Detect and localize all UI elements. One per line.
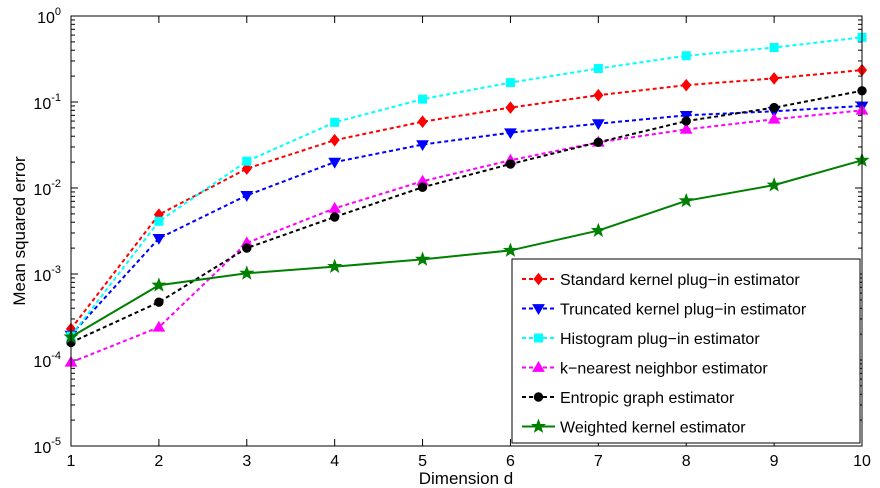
x-tick-label: 9 (770, 453, 779, 470)
x-tick-labels: 1 2 3 4 5 6 7 8 9 10 (67, 453, 871, 470)
legend-marker (532, 361, 545, 372)
y-tick-label: 10-1 (33, 92, 61, 113)
legend-item: Standard kernel plug−in estimator (522, 272, 800, 289)
x-tick-label: 10 (853, 453, 871, 470)
y-tick-label: 10-4 (33, 350, 61, 371)
data-point (505, 159, 516, 169)
legend-label: Truncated kernel plug−in estimator (560, 302, 807, 319)
data-point (151, 277, 167, 292)
data-point (417, 115, 428, 129)
data-point (154, 297, 164, 307)
y-tick-label: 10-2 (33, 178, 61, 199)
x-tick-label: 8 (682, 453, 691, 470)
x-tick-label: 1 (67, 453, 76, 470)
legend-label: Standard kernel plug−in estimator (560, 272, 800, 289)
data-point (505, 78, 515, 88)
series-line (70, 109, 863, 364)
data-point (328, 201, 342, 213)
data-point (769, 102, 779, 113)
data-point (242, 156, 252, 166)
x-axis-title: Dimension d (419, 469, 514, 488)
x-tick-label: 4 (330, 453, 339, 470)
legend-marker (530, 418, 547, 433)
y-tick-label: 100 (37, 6, 61, 27)
data-point (502, 242, 519, 257)
y-axis-title: Mean squared error (10, 156, 29, 306)
data-point (328, 157, 342, 169)
data-point (593, 137, 604, 147)
data-point (240, 191, 254, 202)
data-point (679, 110, 693, 122)
y-tick-label: 10-5 (33, 436, 61, 457)
data-point (329, 212, 340, 222)
series-line (70, 159, 863, 338)
series-line (70, 104, 863, 336)
legend-item: Truncated kernel plug−in estimator (522, 302, 807, 319)
data-point (242, 243, 252, 253)
legend-label: Entropic graph estimator (560, 390, 735, 407)
legend-item: Entropic graph estimator (522, 390, 735, 407)
x-tick-label: 7 (594, 453, 603, 470)
legend-marker (533, 392, 544, 402)
data-point (418, 94, 428, 104)
data-point (593, 64, 603, 74)
data-point (154, 216, 164, 226)
x-tick-label: 5 (418, 453, 427, 470)
legend-box (511, 258, 861, 444)
data-point (241, 162, 252, 175)
series-line (70, 89, 863, 344)
data-point (681, 51, 691, 61)
data-point (152, 320, 166, 332)
data-point (239, 265, 255, 280)
y-tick-labels: 10-5 10-4 10-3 10-2 10-1 100 (33, 6, 61, 457)
data-point (769, 43, 779, 53)
legend-marker (533, 272, 544, 286)
x-tick-label: 2 (154, 453, 163, 470)
data-point (681, 116, 691, 126)
data-point (504, 128, 517, 140)
plot-frame (70, 15, 863, 447)
data-point (327, 258, 343, 274)
series-line (70, 36, 863, 337)
legend: Standard kernel plug−in estimator Truncat… (511, 258, 861, 444)
data-point (678, 192, 694, 208)
legend-item: Histogram plug−in estimator (522, 331, 760, 348)
data-point (590, 222, 606, 237)
data-point (679, 122, 693, 134)
data-point (329, 133, 340, 147)
legend-label: k−nearest neighbor estimator (560, 361, 768, 378)
data-point (769, 72, 780, 85)
series-5 (66, 86, 867, 348)
legend-marker (534, 333, 543, 343)
series-line (70, 69, 863, 330)
y-tick-label: 10-3 (33, 264, 61, 285)
legend-marker (532, 304, 545, 315)
data-point (330, 117, 340, 127)
data-point (416, 140, 429, 152)
data-point (591, 119, 605, 131)
data-point (767, 112, 781, 124)
x-tick-label: 3 (242, 453, 251, 470)
legend-item: k−nearest neighbor estimator (522, 361, 768, 378)
legend-label: Weighted kernel estimator (560, 420, 746, 437)
data-point (417, 182, 428, 192)
data-point (593, 88, 604, 102)
data-point (681, 78, 692, 92)
legend-label: Histogram plug−in estimator (560, 331, 760, 348)
data-point (414, 251, 431, 266)
legend-item: Weighted kernel estimator (522, 418, 746, 437)
data-point (505, 101, 516, 114)
data-point (766, 177, 782, 192)
x-tick-label: 6 (506, 453, 515, 470)
data-point (152, 233, 166, 245)
